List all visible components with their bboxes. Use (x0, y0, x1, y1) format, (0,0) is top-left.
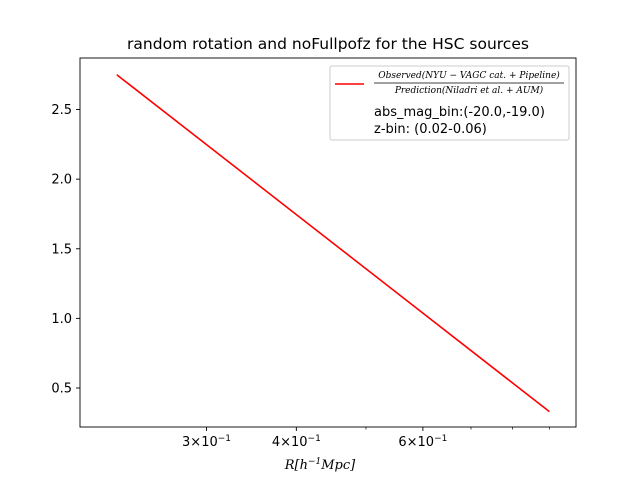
x-tick-label: 3×10−1 (182, 434, 231, 450)
legend: Observed(NYU − VAGC cat. + Pipeline) Pre… (329, 65, 570, 141)
x-axis-label: R[h−1Mpc] (284, 457, 356, 473)
x-tick-label: 4×10−1 (272, 434, 321, 450)
y-tick-label: 1.0 (51, 312, 72, 327)
y-tick-label: 2.0 (51, 173, 72, 188)
legend-box (329, 65, 570, 141)
legend-numerator: Observed(NYU − VAGC cat. + Pipeline) (378, 70, 560, 81)
y-tick-label: 0.5 (51, 382, 72, 397)
series-line-0 (116, 74, 550, 413)
x-axis-label-exponent: −1 (308, 457, 321, 467)
legend-denominator: Prediction(Niladri et al. + AUM) (394, 85, 544, 96)
axes-frame (79, 57, 577, 428)
x-tick-label: 6×10−1 (398, 434, 447, 450)
y-tick-label: 2.5 (51, 103, 72, 118)
legend-z-bin: z-bin: (0.02-0.06) (374, 122, 487, 137)
x-axis-label-rest: Mpc] (320, 458, 356, 473)
chart-title: random rotation and noFullpofz for the H… (127, 35, 529, 53)
x-axis-label-main: R[h (284, 458, 308, 473)
series-layer (116, 74, 550, 413)
legend-abs-mag-bin: abs_mag_bin:(-20.0,-19.0) (374, 105, 545, 120)
y-tick-label: 1.5 (51, 242, 72, 257)
axes: 0.5 1.0 1.5 2.0 2.5 3×10−1 4×10−1 6×10−1 (51, 57, 577, 450)
